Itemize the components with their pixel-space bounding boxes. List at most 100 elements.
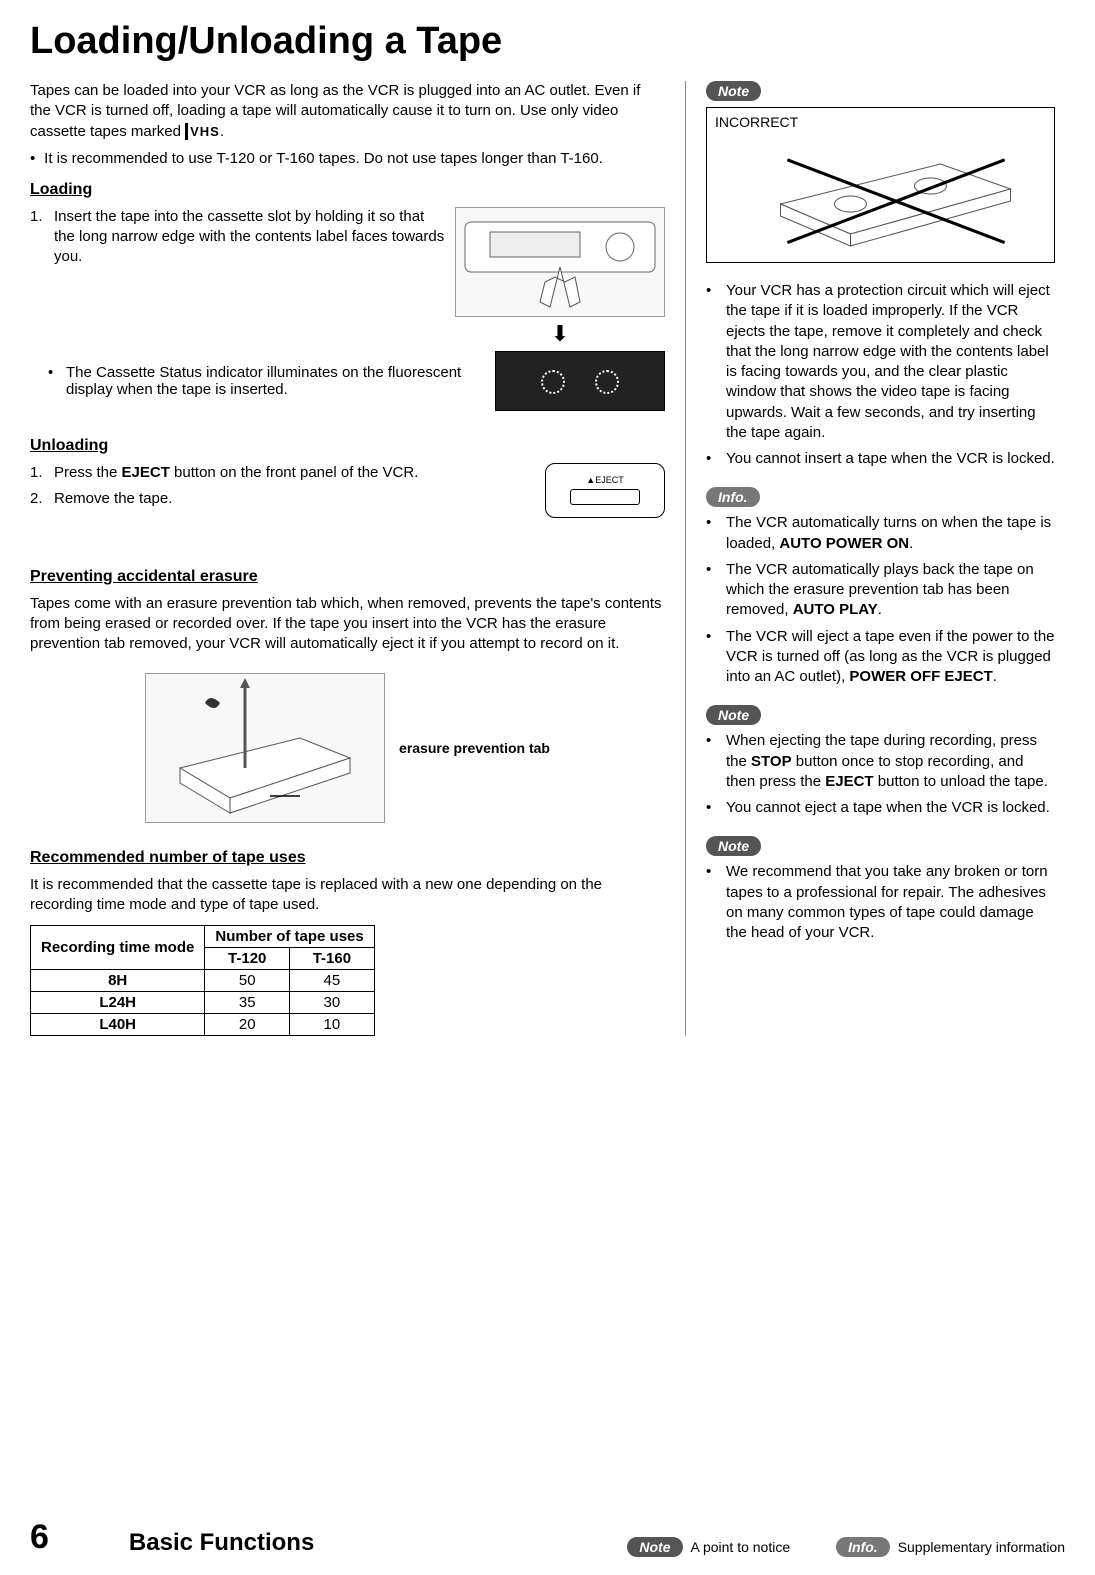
page-number: 6 — [30, 1518, 49, 1557]
incorrect-cassette-diagram — [715, 134, 1046, 254]
loading-step-row: 1.Insert the tape into the cassette slot… — [30, 207, 665, 351]
erasure-tab-label: erasure prevention tab — [399, 740, 550, 756]
intro-text-1: Tapes can be loaded into your VCR as lon… — [30, 82, 640, 140]
text: . — [993, 668, 997, 685]
footer-legend: Note A point to notice Info. Supplementa… — [627, 1537, 1065, 1557]
bold-text: AUTO POWER ON — [779, 535, 909, 552]
legend-info-text: Supplementary information — [898, 1539, 1065, 1555]
two-column-layout: Tapes can be loaded into your VCR as lon… — [30, 81, 1065, 1036]
col-uses: Number of tape uses — [205, 926, 374, 948]
cell-mode: L24H — [31, 992, 205, 1014]
note1-bullet-2: You cannot insert a tape when the VCR is… — [726, 449, 1055, 469]
bullet-dot: • — [706, 862, 726, 943]
text: button to unload the tape. — [874, 773, 1048, 790]
unloading-heading: Unloading — [30, 437, 665, 455]
page-footer: 6 Basic Functions Note A point to notice… — [30, 1518, 1065, 1557]
eject-label: ▲EJECT — [586, 475, 623, 485]
note3-bullets: •We recommend that you take any broken o… — [706, 862, 1055, 943]
info-bullet-3: The VCR will eject a tape even if the po… — [726, 627, 1055, 688]
vhs-logo: VHS — [185, 123, 220, 141]
eject-bold: EJECT — [122, 464, 170, 481]
bullet-dot: • — [48, 364, 66, 398]
loading-sub-bullet-row: • The Cassette Status indicator illumina… — [30, 351, 665, 411]
bullet-dot: • — [706, 731, 726, 792]
col-t120: T-120 — [205, 948, 290, 970]
cell-mode: 8H — [31, 970, 205, 992]
loading-step-1-text: Insert the tape into the cassette slot b… — [54, 207, 445, 268]
cell-t160: 30 — [290, 992, 375, 1014]
erasure-section: Preventing accidental erasure Tapes come… — [30, 568, 665, 823]
loading-step-1: 1.Insert the tape into the cassette slot… — [30, 207, 445, 274]
unloading-step-1: Press the EJECT button on the front pane… — [54, 463, 418, 483]
cell-t160: 10 — [290, 1014, 375, 1036]
step-number: 1. — [30, 207, 54, 268]
note-pill: Note — [706, 836, 761, 856]
note2-bullet-1: When ejecting the tape during recording,… — [726, 731, 1055, 792]
loading-sub-bullet-text: The Cassette Status indicator illuminate… — [66, 364, 485, 398]
bullet-dot: • — [706, 560, 726, 621]
erasure-paragraph: Tapes come with an erasure prevention ta… — [30, 594, 665, 655]
bullet-dot: • — [706, 281, 726, 443]
unloading-steps: 1. Press the EJECT button on the front p… — [30, 463, 535, 516]
bullet-dot: • — [706, 449, 726, 469]
intro-paragraph: Tapes can be loaded into your VCR as lon… — [30, 81, 665, 142]
erasure-diagram-row: erasure prevention tab — [30, 673, 665, 823]
step-text: Press the — [54, 464, 122, 481]
step-number: 1. — [30, 463, 54, 483]
erasure-tab-diagram — [145, 673, 385, 823]
step-text: button on the front panel of the VCR. — [170, 464, 419, 481]
eject-button-diagram: ▲EJECT — [545, 463, 665, 518]
bullet-dot: • — [706, 798, 726, 818]
bold-text: STOP — [751, 753, 792, 770]
note3-bullet-1: We recommend that you take any broken or… — [726, 862, 1055, 943]
note1-bullet-1: Your VCR has a protection circuit which … — [726, 281, 1055, 443]
note-pill: Note — [706, 705, 761, 725]
erasure-heading: Preventing accidental erasure — [30, 568, 665, 586]
loading-sub-bullet: • The Cassette Status indicator illumina… — [48, 364, 485, 398]
footer-section-title: Basic Functions — [129, 1529, 314, 1557]
bullet-dot: • — [706, 627, 726, 688]
note2-bullets: • When ejecting the tape during recordin… — [706, 731, 1055, 818]
info-bullets: • The VCR automatically turns on when th… — [706, 513, 1055, 687]
cell-t120: 50 — [205, 970, 290, 992]
unloading-row: 1. Press the EJECT button on the front p… — [30, 463, 665, 518]
page-title: Loading/Unloading a Tape — [30, 20, 1065, 63]
vcr-insert-diagram-wrap: ⬇ — [455, 207, 665, 351]
intro-text-end: . — [220, 123, 224, 140]
bold-text: EJECT — [825, 773, 873, 790]
table-row: L24H 35 30 — [31, 992, 375, 1014]
table-row: L40H 20 10 — [31, 1014, 375, 1036]
cell-mode: L40H — [31, 1014, 205, 1036]
x-overlay-icon — [715, 134, 1046, 258]
tape-uses-table: Recording time mode Number of tape uses … — [30, 925, 375, 1036]
text: . — [878, 601, 882, 618]
info-pill: Info. — [706, 487, 760, 507]
intro-bullet: • It is recommended to use T-120 or T-16… — [30, 150, 665, 167]
info-bullet-1: The VCR automatically turns on when the … — [726, 513, 1055, 554]
bullet-dot: • — [30, 150, 40, 167]
table-row: 8H 50 45 — [31, 970, 375, 992]
note1-bullets: •Your VCR has a protection circuit which… — [706, 281, 1055, 469]
vcr-insert-diagram — [455, 207, 665, 317]
legend-note-text: A point to notice — [691, 1539, 791, 1555]
display-indicator-diagram — [495, 351, 665, 411]
sidebar-column: Note INCORRECT •Your VCR has a protectio… — [685, 81, 1055, 1036]
arrow-down-icon: ⬇ — [455, 321, 665, 347]
step-number: 2. — [30, 489, 54, 509]
bold-text: POWER OFF EJECT — [849, 668, 992, 685]
bold-text: AUTO PLAY — [793, 601, 878, 618]
cell-t120: 35 — [205, 992, 290, 1014]
note-pill: Note — [627, 1537, 682, 1557]
note2-bullet-2: You cannot eject a tape when the VCR is … — [726, 798, 1050, 818]
table-header-row: Recording time mode Number of tape uses — [31, 926, 375, 948]
bullet-dot: • — [706, 513, 726, 554]
note-pill: Note — [706, 81, 761, 101]
loading-heading: Loading — [30, 181, 665, 199]
unloading-step-2-text: Remove the tape. — [54, 489, 172, 509]
incorrect-label: INCORRECT — [715, 114, 1046, 130]
incorrect-box: INCORRECT — [706, 107, 1055, 263]
uses-heading: Recommended number of tape uses — [30, 849, 665, 867]
col-t160: T-160 — [290, 948, 375, 970]
info-bullet-2: The VCR automatically plays back the tap… — [726, 560, 1055, 621]
main-column: Tapes can be loaded into your VCR as lon… — [30, 81, 665, 1036]
